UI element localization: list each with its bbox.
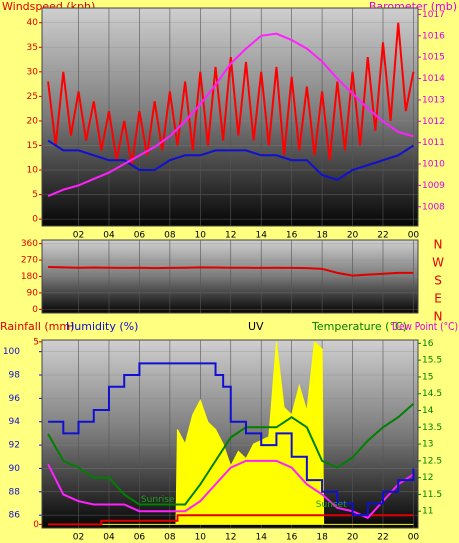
y-tick-label: 14 xyxy=(422,406,434,416)
y-tick-label: 1009 xyxy=(422,181,445,191)
x-tick-label: 20 xyxy=(347,231,359,241)
y-tick-label: 40 xyxy=(27,18,39,28)
y-tick-label: 1015 xyxy=(422,53,445,63)
x-tick-label: 02 xyxy=(73,231,84,241)
x-tick-label: 14 xyxy=(255,231,267,241)
x-tick-label: 12 xyxy=(225,533,236,543)
compass-label: W xyxy=(432,256,444,270)
compass-label: S xyxy=(434,274,442,288)
y-tick-label: 1014 xyxy=(422,74,445,84)
y-tick-label: 10 xyxy=(27,166,39,176)
y-tick-label: 1016 xyxy=(422,31,445,41)
y-tick-label: 100 xyxy=(3,347,20,357)
y-tick-label: 88 xyxy=(9,487,21,497)
y-tick-label: 12 xyxy=(422,473,433,483)
compass-label: N xyxy=(434,310,443,324)
x-tick-label: 10 xyxy=(195,231,207,241)
y-tick-label: 35 xyxy=(27,43,38,53)
y-tick-label: 1017 xyxy=(422,10,445,20)
axis-title: Temperature (°C) xyxy=(311,320,407,333)
annotation: Sunset xyxy=(316,500,347,510)
series-line xyxy=(47,403,415,506)
y-tick-label: 92 xyxy=(9,441,20,451)
x-tick-label: 22 xyxy=(377,231,388,241)
annotation: Sunrise xyxy=(141,495,175,505)
y-tick-label: 360 xyxy=(21,239,38,249)
series-line xyxy=(47,22,415,166)
y-tick-label: 15.5 xyxy=(422,356,442,366)
plot-background xyxy=(41,7,419,227)
y-tick-label: 5 xyxy=(32,190,38,200)
y-tick-label: 5 xyxy=(33,337,39,347)
x-tick-label: 16 xyxy=(286,231,298,241)
y-tick-label: 180 xyxy=(21,272,38,282)
y-tick-label: 0 xyxy=(33,520,39,530)
y-tick-label: 1011 xyxy=(422,138,445,148)
x-tick-label: 06 xyxy=(134,231,146,241)
compass-label: N xyxy=(434,238,443,252)
series-line xyxy=(48,266,414,277)
y-tick-label: 30 xyxy=(27,67,39,77)
y-tick-label: 86 xyxy=(9,511,21,521)
x-tick-label: 00 xyxy=(408,533,420,543)
x-tick-label: 10 xyxy=(195,533,207,543)
y-tick-label: 15 xyxy=(422,372,433,382)
series-line xyxy=(48,362,415,517)
axis-title: Dew Point (°C) xyxy=(392,320,458,333)
x-tick-label: 04 xyxy=(103,533,115,543)
y-tick-label: 14.5 xyxy=(422,389,442,399)
y-tick-label: 12.5 xyxy=(422,456,442,466)
uv-area xyxy=(48,340,414,525)
y-tick-label: 13.5 xyxy=(422,423,442,433)
y-tick-label: 13 xyxy=(422,440,433,450)
y-tick-label: 270 xyxy=(21,256,38,266)
y-tick-label: 96 xyxy=(9,394,21,404)
x-tick-label: 18 xyxy=(316,231,328,241)
series-line xyxy=(47,32,414,197)
y-tick-label: 1013 xyxy=(422,95,445,105)
y-tick-label: 11 xyxy=(422,507,433,517)
y-tick-label: 90 xyxy=(27,288,39,298)
y-tick-label: 16 xyxy=(422,339,434,349)
y-tick-label: 25 xyxy=(27,92,38,102)
y-tick-label: 98 xyxy=(9,371,21,381)
x-tick-label: 06 xyxy=(134,533,146,543)
y-tick-label: 90 xyxy=(9,464,21,474)
axis-title: Humidity (%) xyxy=(66,320,138,333)
compass-label: E xyxy=(434,292,442,306)
x-tick-label: 20 xyxy=(347,533,359,543)
x-tick-label: 14 xyxy=(255,533,267,543)
x-tick-label: 04 xyxy=(103,231,115,241)
y-tick-label: 0 xyxy=(32,215,38,225)
y-tick-label: 15 xyxy=(27,141,38,151)
y-tick-label: 94 xyxy=(9,417,21,427)
x-tick-label: 08 xyxy=(164,533,176,543)
series-line xyxy=(48,514,414,526)
y-tick-label: 20 xyxy=(27,116,39,126)
x-tick-label: 00 xyxy=(408,231,420,241)
axis-title: Rainfall (mm) xyxy=(0,320,74,333)
y-tick-label: 11.5 xyxy=(422,490,442,500)
x-tick-label: 08 xyxy=(164,231,176,241)
series-line xyxy=(47,139,414,181)
y-tick-label: 1010 xyxy=(422,160,445,170)
y-tick-label: 0 xyxy=(32,305,38,315)
x-tick-label: 22 xyxy=(377,533,388,543)
y-tick-label: 1012 xyxy=(422,117,445,127)
x-tick-label: 18 xyxy=(316,533,328,543)
x-tick-label: 16 xyxy=(286,533,298,543)
x-tick-label: 02 xyxy=(73,533,84,543)
x-tick-label: 12 xyxy=(225,231,236,241)
y-tick-label: 1008 xyxy=(422,202,445,212)
axis-title: UV xyxy=(248,320,264,333)
